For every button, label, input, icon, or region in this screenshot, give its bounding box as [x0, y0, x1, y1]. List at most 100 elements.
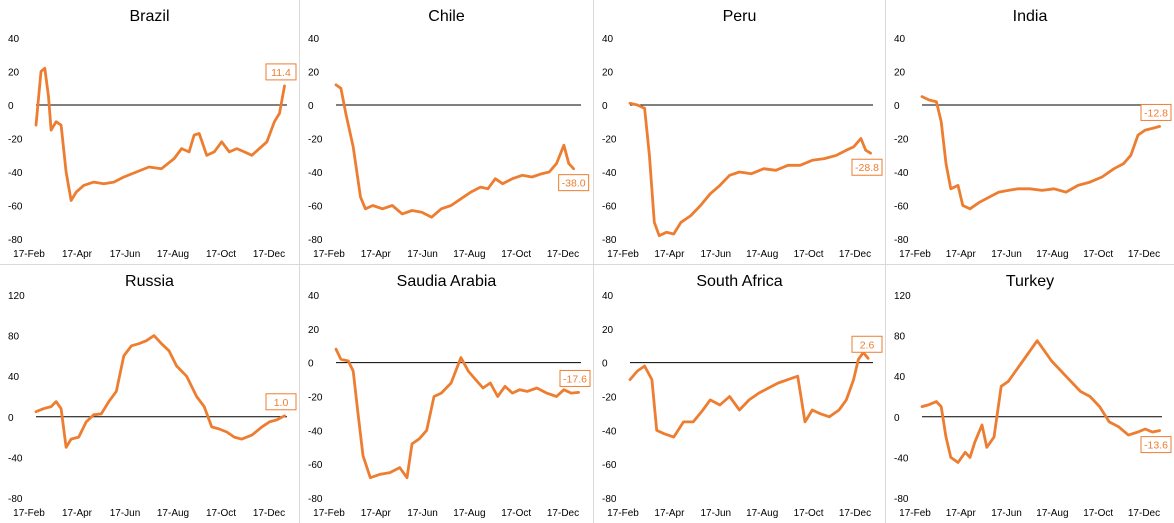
chart-svg-peru: Peru -80 -60 -40 -20 0 20 40 17-Feb 17-Apr 17-Jun 1…: [602, 8, 883, 260]
y-tick-label: -40: [602, 168, 617, 179]
y-tick-label: -20: [308, 135, 323, 146]
y-tick-label: 40: [602, 34, 614, 45]
y-tick-label: 0: [8, 101, 14, 112]
y-tick-label: -60: [308, 460, 323, 471]
end-value-label: 11.4: [265, 63, 297, 81]
y-tick-label: -60: [602, 460, 617, 471]
chart-svg-india: India -80 -60 -40 -20 0 20 40 17-Feb 17-Apr 17-Jun…: [894, 8, 1172, 260]
end-value-box: [559, 369, 591, 387]
end-value-box: [265, 393, 297, 411]
y-tick-label: -40: [308, 168, 323, 179]
chart-panel-peru: Peru -80 -60 -40 -20 0 20 40 17-Feb 17-Apr 17-Jun 1…: [594, 0, 885, 264]
chart-panel-brazil: Brazil -80 -60 -40 -20 0 20 40 17-Feb 17-Apr 17-Ju…: [0, 0, 299, 264]
chart-svg-chile: Chile -80 -60 -40 -20 0 20 40 17-Feb 17-Apr 17-Jun…: [308, 8, 590, 260]
chart-svg-turkey: Turkey -80 -40 0 40 80 120 17-Feb 17-Apr 17-Jun 17…: [894, 273, 1172, 519]
x-tick-label: 17-Jun: [110, 249, 141, 260]
y-tick-label: 40: [894, 34, 906, 45]
chart-title: Peru: [723, 8, 757, 25]
chart-title: South Africa: [696, 273, 782, 290]
x-tick-label: 17-Feb: [313, 508, 345, 519]
x-tick-label: 17-Dec: [1128, 508, 1160, 519]
chart-svg-saudia-arabia: Saudia Arabia -80 -60 -40 -20 0 20 40 17-Feb 17-A…: [308, 273, 591, 519]
end-value-box: [265, 63, 297, 81]
y-tick-label: 0: [602, 101, 608, 112]
chart-title: Saudia Arabia: [397, 273, 497, 290]
series-line-peru: [628, 101, 872, 238]
y-tick-label: 80: [894, 332, 906, 343]
chart-panel-russia: Russia -80 -40 0 40 80 120 17-Feb 17-Apr 17-Jun 17…: [0, 265, 299, 523]
x-tick-label: 17-Oct: [1083, 508, 1113, 519]
series-line-chile: [334, 83, 575, 219]
y-tick-label: 120: [8, 291, 25, 302]
y-tick-label: -40: [894, 453, 909, 464]
panel-divider: [299, 0, 300, 523]
y-tick-label: -80: [602, 494, 617, 505]
x-tick-label: 17-Jun: [991, 249, 1022, 260]
x-tick-label: 17-Jun: [701, 508, 732, 519]
x-tick-label: 17-Oct: [794, 508, 824, 519]
chart-panel-saudia-arabia: Saudia Arabia -80 -60 -40 -20 0 20 40 17-Feb 17-A…: [300, 265, 593, 523]
x-tick-label: 17-Feb: [899, 249, 931, 260]
chart-title: Turkey: [1006, 273, 1054, 290]
x-tick-label: 17-Oct: [1083, 249, 1113, 260]
chart-panel-india: India -80 -60 -40 -20 0 20 40 17-Feb 17-Apr 17-Jun…: [886, 0, 1174, 264]
y-tick-label: -60: [602, 202, 617, 213]
y-tick-label: -80: [894, 235, 909, 246]
x-tick-label: 17-Dec: [1128, 249, 1160, 260]
x-tick-label: 17-Feb: [607, 249, 639, 260]
y-tick-label: 40: [308, 291, 320, 302]
end-value-box: [1140, 436, 1172, 454]
y-tick-label: -20: [308, 393, 323, 404]
x-tick-label: 17-Jun: [991, 508, 1022, 519]
x-tick-label: 17-Apr: [62, 508, 93, 519]
series-line-india: [920, 95, 1161, 211]
x-tick-label: 17-Apr: [946, 249, 977, 260]
x-tick-label: 17-Jun: [110, 508, 141, 519]
x-tick-label: 17-Apr: [654, 508, 685, 519]
x-tick-label: 17-Oct: [206, 508, 236, 519]
chart-svg-south-africa: South Africa -80 -60 -40 -20 0 20 40 17-Feb 17-Ap…: [602, 273, 883, 519]
x-tick-label: 17-Oct: [206, 249, 236, 260]
chart-panel-south-africa: South Africa -80 -60 -40 -20 0 20 40 17-Feb 17-Ap…: [594, 265, 885, 523]
y-tick-label: -60: [308, 202, 323, 213]
y-tick-label: 20: [8, 68, 20, 79]
chart-panel-chile: Chile -80 -60 -40 -20 0 20 40 17-Feb 17-Apr 17-Jun…: [300, 0, 593, 264]
y-tick-label: 20: [308, 68, 320, 79]
y-tick-label: -80: [308, 494, 323, 505]
x-tick-label: 17-Dec: [253, 249, 285, 260]
chart-title: Chile: [428, 8, 465, 25]
x-tick-label: 17-Aug: [157, 249, 189, 260]
y-tick-label: 40: [602, 291, 614, 302]
chart-title: India: [1013, 8, 1048, 25]
end-value-box: [558, 174, 590, 192]
x-tick-label: 17-Dec: [547, 508, 579, 519]
y-tick-label: -80: [8, 494, 23, 505]
end-value-text: 2.6: [860, 339, 875, 351]
chart-panel-turkey: Turkey -80 -40 0 40 80 120 17-Feb 17-Apr 17-Jun 17…: [886, 265, 1174, 523]
y-tick-label: 40: [894, 372, 906, 383]
y-tick-label: 40: [8, 34, 20, 45]
series-line-saudia-arabia: [334, 347, 580, 480]
y-tick-label: 40: [308, 34, 320, 45]
x-tick-label: 17-Apr: [361, 249, 392, 260]
y-tick-label: 0: [8, 413, 14, 424]
y-tick-label: -40: [894, 168, 909, 179]
y-tick-label: -40: [8, 453, 23, 464]
end-value-text: 1.0: [274, 397, 289, 409]
y-tick-label: -80: [8, 235, 23, 246]
x-tick-label: 17-Dec: [253, 508, 285, 519]
x-tick-label: 17-Oct: [501, 508, 531, 519]
y-tick-label: -60: [8, 202, 23, 213]
panel-divider: [0, 264, 1174, 265]
x-tick-label: 17-Apr: [361, 508, 392, 519]
end-value-box: [1140, 103, 1172, 121]
series-line-south-africa: [628, 351, 870, 439]
y-tick-label: 0: [894, 101, 900, 112]
end-value-label: -17.6: [559, 369, 591, 387]
x-tick-label: 17-Jun: [701, 249, 732, 260]
chart-title: Brazil: [129, 8, 169, 25]
y-tick-label: -20: [602, 135, 617, 146]
x-tick-label: 17-Feb: [13, 508, 45, 519]
x-tick-label: 17-Feb: [13, 249, 45, 260]
